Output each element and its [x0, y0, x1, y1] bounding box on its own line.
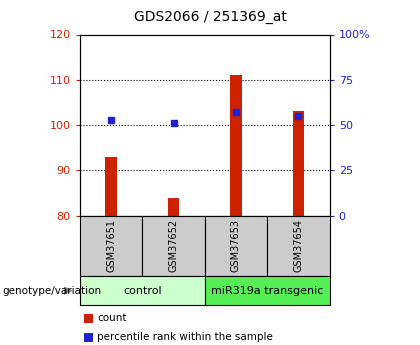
Text: GSM37653: GSM37653 — [231, 219, 241, 272]
Text: miR319a transgenic: miR319a transgenic — [211, 286, 323, 296]
Text: control: control — [123, 286, 162, 296]
Text: percentile rank within the sample: percentile rank within the sample — [97, 332, 273, 342]
Bar — [168, 197, 179, 216]
Text: GDS2066 / 251369_at: GDS2066 / 251369_at — [134, 10, 286, 24]
Text: GSM37651: GSM37651 — [106, 219, 116, 272]
Text: GSM37654: GSM37654 — [294, 219, 304, 272]
Text: count: count — [97, 313, 127, 323]
Bar — [105, 157, 117, 216]
Text: genotype/variation: genotype/variation — [2, 286, 101, 296]
Bar — [293, 111, 304, 216]
Bar — [230, 75, 242, 216]
Text: GSM37652: GSM37652 — [168, 219, 178, 272]
